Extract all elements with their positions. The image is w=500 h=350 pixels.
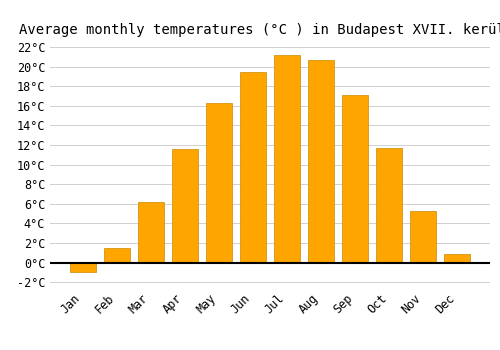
Bar — [274, 55, 300, 262]
Title: Average monthly temperatures (°C ) in Budapest XVII. kerület: Average monthly temperatures (°C ) in Bu… — [19, 23, 500, 37]
Bar — [376, 148, 402, 262]
Bar — [410, 211, 436, 262]
Bar — [138, 202, 164, 262]
Bar — [172, 149, 198, 262]
Bar — [444, 254, 470, 262]
Bar — [104, 248, 130, 262]
Bar — [308, 60, 334, 262]
Bar — [240, 72, 266, 262]
Bar — [70, 262, 96, 272]
Bar — [342, 95, 368, 262]
Bar — [206, 103, 232, 262]
